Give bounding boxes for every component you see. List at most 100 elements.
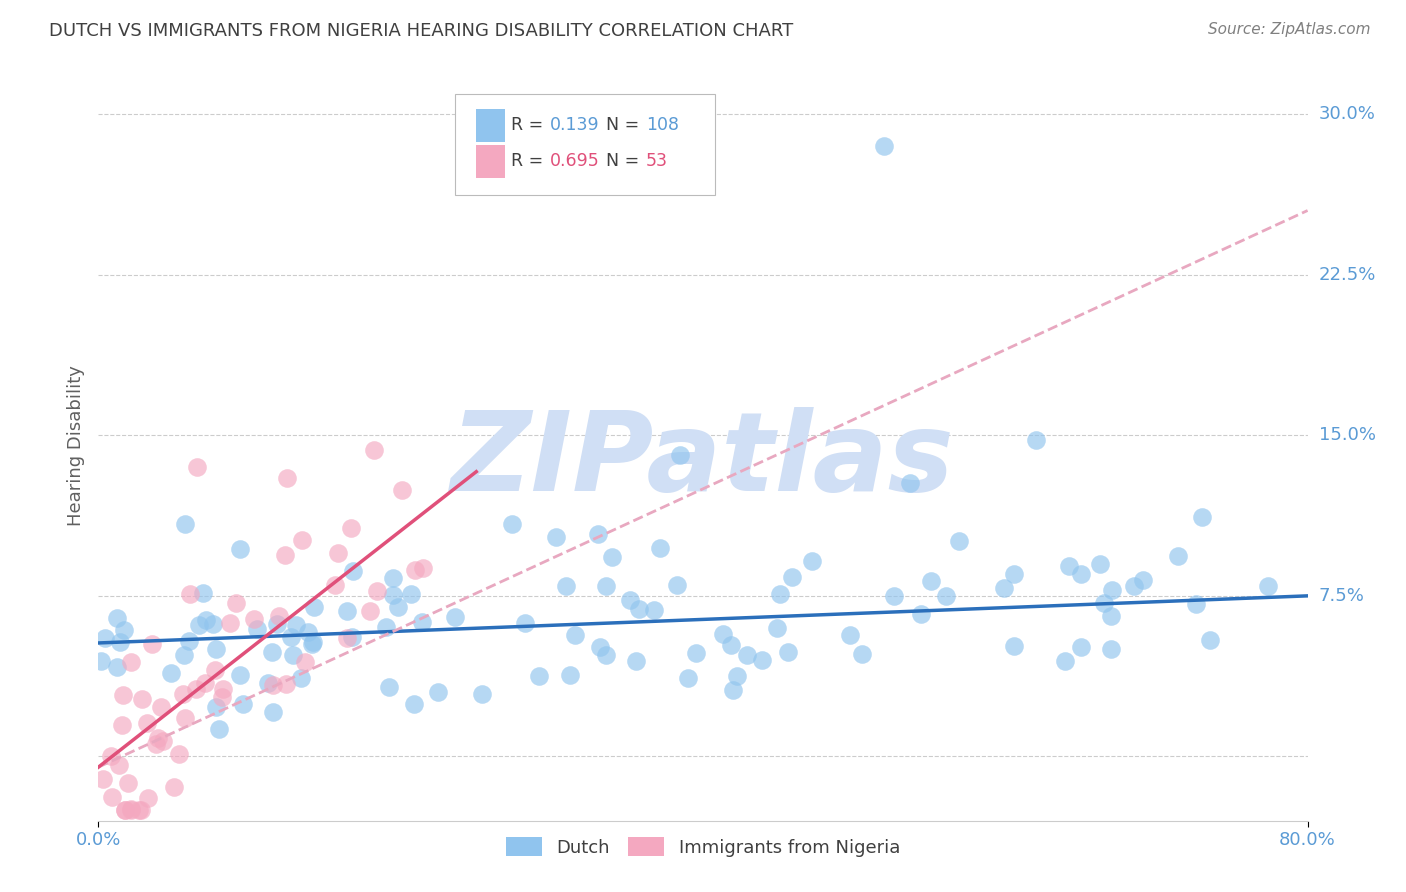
Point — [513, 616, 536, 631]
Point — [378, 680, 401, 694]
Point — [105, 611, 128, 625]
Point — [935, 589, 957, 603]
Point — [291, 533, 314, 547]
Point — [648, 541, 671, 555]
Point — [129, 803, 152, 817]
Text: 0.139: 0.139 — [550, 116, 599, 135]
Text: 53: 53 — [647, 153, 668, 170]
Point — [711, 627, 734, 641]
Text: R =: R = — [510, 116, 548, 135]
Point — [359, 604, 381, 618]
Point — [766, 621, 789, 635]
Point — [589, 640, 612, 654]
Point — [100, 748, 122, 763]
Point — [564, 628, 586, 642]
Point — [117, 776, 139, 790]
Point — [751, 653, 773, 667]
Point — [838, 628, 860, 642]
Point — [1132, 573, 1154, 587]
Point — [776, 644, 799, 658]
Point — [1002, 566, 1025, 581]
Point — [669, 448, 692, 462]
Point — [1101, 582, 1123, 597]
Point — [262, 678, 284, 692]
Point — [404, 563, 426, 577]
Point — [274, 677, 297, 691]
Point — [1122, 579, 1144, 593]
Point — [172, 687, 194, 701]
Point — [204, 700, 226, 714]
Point — [246, 622, 269, 636]
Point — [851, 647, 873, 661]
Point — [1184, 597, 1206, 611]
Point — [173, 648, 195, 662]
Point — [725, 669, 748, 683]
Point — [285, 617, 308, 632]
Point — [141, 637, 163, 651]
Point — [112, 623, 135, 637]
Point — [91, 772, 114, 786]
Point — [600, 549, 623, 564]
Legend: Dutch, Immigrants from Nigeria: Dutch, Immigrants from Nigeria — [499, 830, 907, 864]
Point — [898, 476, 921, 491]
Point — [120, 803, 142, 817]
Point — [366, 583, 388, 598]
Point — [136, 790, 159, 805]
Point — [399, 586, 422, 600]
Point — [1002, 639, 1025, 653]
Point — [208, 722, 231, 736]
Point — [1199, 632, 1222, 647]
Point — [281, 648, 304, 663]
Point — [560, 668, 582, 682]
Text: Source: ZipAtlas.com: Source: ZipAtlas.com — [1208, 22, 1371, 37]
Point — [595, 579, 617, 593]
Point — [336, 604, 359, 618]
Point — [173, 516, 195, 531]
FancyBboxPatch shape — [475, 109, 505, 142]
Point — [128, 803, 150, 817]
Y-axis label: Hearing Disability: Hearing Disability — [66, 366, 84, 526]
Point — [90, 654, 112, 668]
Point — [273, 548, 295, 562]
Point — [1099, 609, 1122, 624]
Point — [184, 682, 207, 697]
Point — [94, 631, 117, 645]
Point — [1059, 559, 1081, 574]
Point — [112, 688, 135, 702]
Point — [290, 671, 312, 685]
Point — [780, 570, 803, 584]
Point — [188, 618, 211, 632]
Point — [263, 705, 285, 719]
Point — [382, 588, 405, 602]
Point — [554, 579, 576, 593]
Point — [114, 803, 136, 817]
Point — [666, 578, 689, 592]
Point — [1191, 509, 1213, 524]
Text: DUTCH VS IMMIGRANTS FROM NIGERIA HEARING DISABILITY CORRELATION CHART: DUTCH VS IMMIGRANTS FROM NIGERIA HEARING… — [49, 22, 793, 40]
Point — [110, 635, 132, 649]
Point — [404, 697, 426, 711]
Text: 30.0%: 30.0% — [1319, 105, 1375, 123]
Point — [280, 630, 302, 644]
Point — [595, 648, 617, 663]
Point — [243, 611, 266, 625]
Point — [229, 541, 252, 556]
Point — [444, 609, 467, 624]
Point — [619, 592, 641, 607]
Text: 15.0%: 15.0% — [1319, 426, 1375, 444]
Point — [204, 663, 226, 677]
Point — [721, 682, 744, 697]
Point — [883, 589, 905, 603]
FancyBboxPatch shape — [475, 145, 505, 178]
Point — [260, 645, 283, 659]
Point — [1070, 640, 1092, 654]
Point — [120, 802, 142, 816]
Point — [339, 521, 361, 535]
Point — [194, 676, 217, 690]
Point — [685, 646, 707, 660]
Point — [297, 624, 319, 639]
Point — [873, 139, 896, 153]
Text: R =: R = — [510, 153, 548, 170]
Point — [211, 690, 233, 705]
Point — [471, 687, 494, 701]
